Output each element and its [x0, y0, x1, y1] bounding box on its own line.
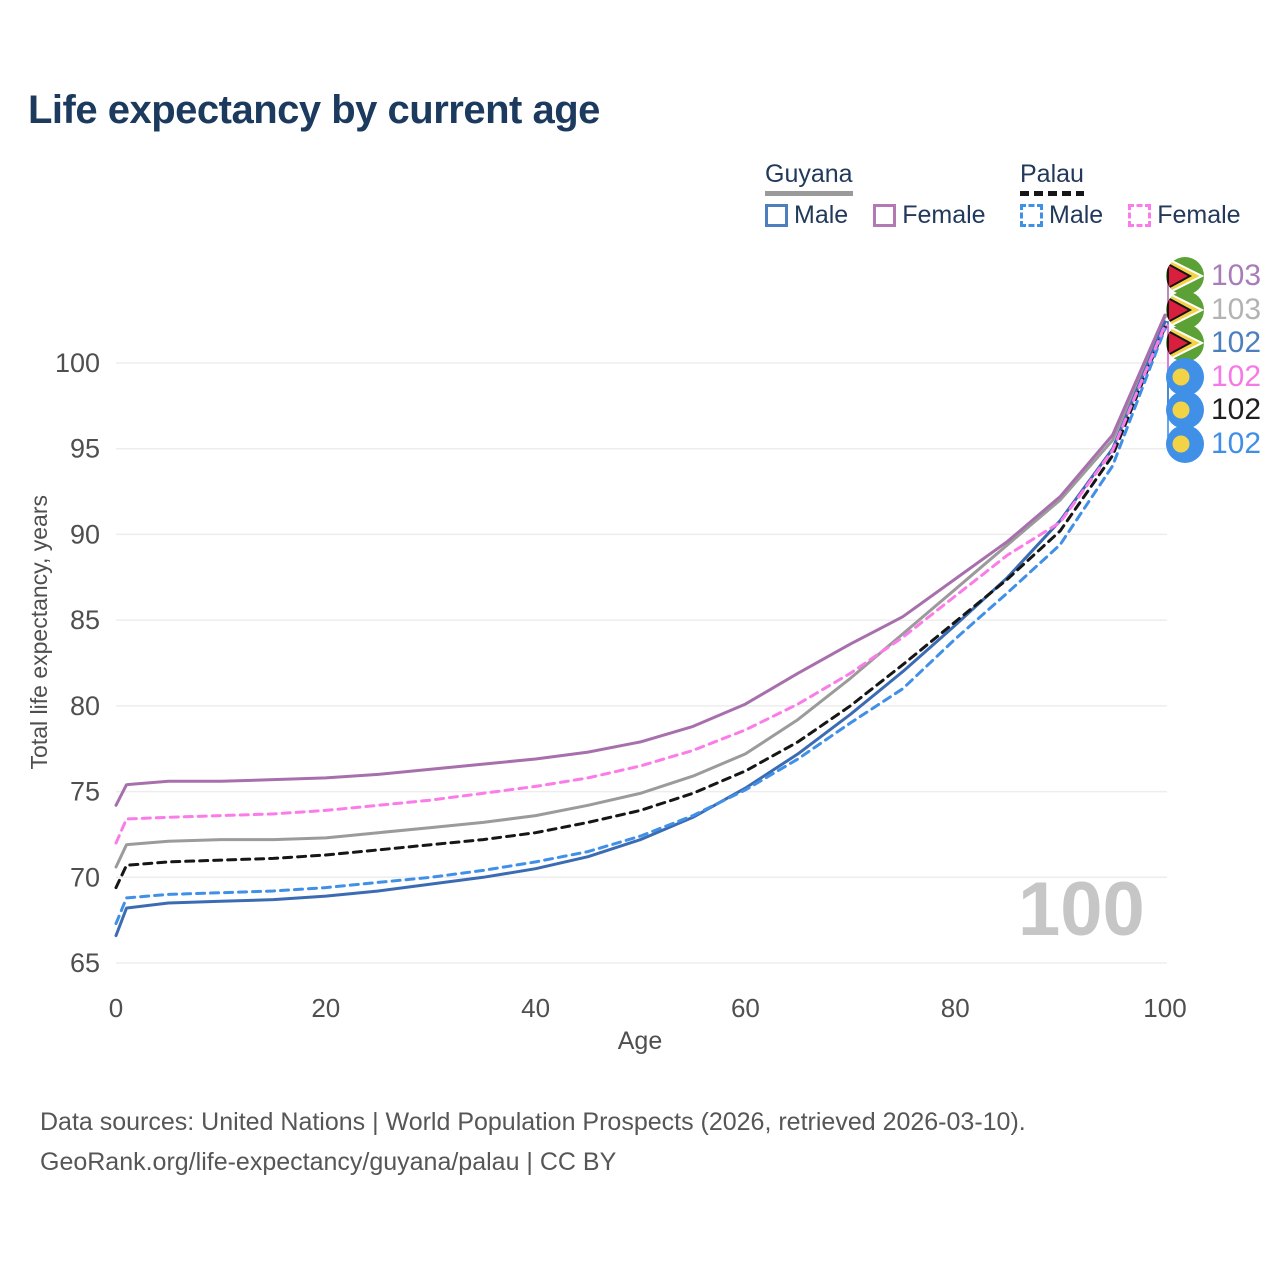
legend-item-palau-male[interactable]: Male [1020, 201, 1103, 230]
page-title: Life expectancy by current age [28, 88, 600, 132]
legend-item-guyana-male[interactable]: Male [765, 201, 848, 230]
series-line-guyana-total [114, 315, 1167, 869]
y-tick-label: 95 [70, 434, 100, 464]
legend-item-label: Male [1049, 201, 1104, 229]
end-label-palau-female: 102 [1166, 357, 1262, 396]
legend-group-palau: Palau Male Female [1020, 161, 1241, 230]
legend-item-palau-female[interactable]: Female [1128, 201, 1241, 230]
legend-item-label: Female [902, 201, 986, 229]
x-tick-label: 20 [311, 993, 340, 1023]
guyana-female-swatch-icon [873, 204, 897, 227]
series-line-palau-male [114, 327, 1167, 926]
end-label-value: 102 [1211, 393, 1262, 426]
legend-group-title-guyana: Guyana [765, 160, 853, 188]
legend-item-label: Male [794, 201, 849, 229]
x-tick-label: 60 [731, 993, 760, 1023]
end-label-value: 102 [1211, 359, 1262, 393]
age-watermark: 100 [1018, 867, 1145, 952]
y-tick-label: 75 [70, 777, 100, 807]
end-label-guyana-total: 103 [1166, 290, 1262, 329]
palau-flag-icon [1166, 391, 1204, 429]
x-tick-label: 0 [109, 993, 123, 1023]
end-label-value: 102 [1211, 426, 1262, 460]
y-tick-label: 85 [70, 605, 100, 635]
guyana-flag-icon [1166, 290, 1204, 329]
x-tick-label: 100 [1143, 993, 1186, 1023]
end-label-guyana-female: 103 [1166, 257, 1261, 295]
x-tick-label: 80 [941, 993, 970, 1023]
y-tick-label: 80 [70, 691, 100, 721]
legend-item-label: Female [1157, 201, 1241, 229]
x-axis-title: Age [618, 1027, 662, 1055]
end-label-palau-male: 102 [1166, 424, 1262, 463]
end-label-palau-total: 102 [1166, 391, 1261, 429]
end-label-value: 102 [1211, 326, 1262, 359]
guyana-flag-icon [1166, 257, 1204, 295]
end-label-value: 103 [1211, 292, 1262, 326]
x-tick-label: 40 [521, 993, 550, 1023]
attribution-text: GeoRank.org/life-expectancy/guyana/palau… [40, 1148, 617, 1176]
palau-female-swatch-icon [1128, 204, 1152, 227]
legend-group-guyana: Guyana Male Female [765, 161, 986, 230]
end-label-value: 103 [1211, 259, 1262, 292]
data-source-text: Data sources: United Nations | World Pop… [40, 1108, 1026, 1136]
end-label-guyana-male: 102 [1166, 324, 1261, 362]
guyana-flag-icon [1166, 324, 1204, 362]
palau-male-swatch-icon [1020, 204, 1043, 227]
guyana-male-swatch-icon [765, 204, 788, 227]
y-tick-label: 100 [55, 348, 100, 378]
palau-flag-icon [1166, 424, 1204, 463]
series-line-guyana-female [114, 313, 1167, 807]
legend-item-guyana-female[interactable]: Female [873, 201, 986, 230]
series-line-palau-female [114, 323, 1167, 845]
y-tick-label: 65 [70, 948, 100, 978]
guyana-solid-line-sample [765, 191, 853, 196]
series-line-guyana-male [114, 320, 1167, 938]
legend-group-title-palau: Palau [1020, 160, 1084, 188]
series-line-palau-total [114, 325, 1167, 890]
palau-flag-icon [1166, 357, 1204, 396]
palau-dashed-line-sample [1020, 191, 1084, 196]
y-tick-label: 70 [70, 862, 100, 892]
y-tick-label: 90 [70, 519, 100, 549]
